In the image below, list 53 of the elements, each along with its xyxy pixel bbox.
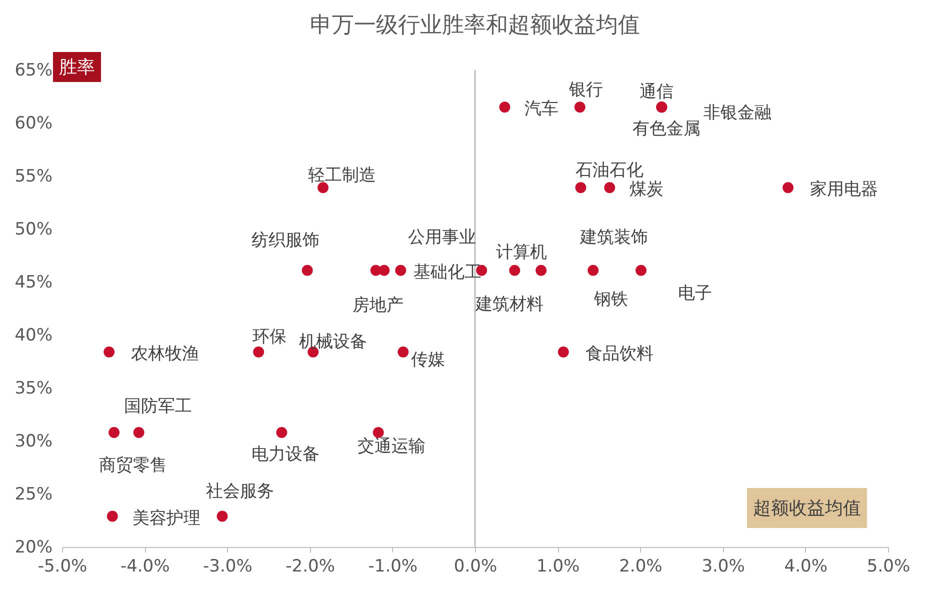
annotation: 银行 [568, 80, 603, 100]
annotation: 钢铁 [593, 289, 628, 310]
annotation: 商贸零售 [99, 456, 168, 476]
x-tick-label: -5.0% [38, 556, 88, 576]
annotation: 房地产 [352, 295, 404, 316]
annotation: 轻工制造 [308, 166, 376, 186]
annotation: 机械设备 [299, 332, 368, 352]
annotation: 建筑装饰 [579, 227, 648, 248]
y-tick-label: 20% [14, 538, 52, 558]
annotation: 电子 [678, 283, 712, 304]
y-tick-label: 50% [14, 220, 52, 240]
y-tick-label: 30% [14, 432, 52, 452]
x-tick-label: 1.0% [536, 556, 580, 576]
annotation: 国防军工 [124, 396, 192, 417]
chart-title: 申万一级行业胜率和超额收益均值 [310, 13, 640, 38]
y-tick-label: 25% [14, 484, 52, 504]
x-axis-title: 超额收益均值 [747, 488, 867, 528]
annotation: 通信 [640, 82, 674, 102]
annotation: 基础化工 [414, 262, 482, 282]
annotation: 石油石化 [576, 160, 644, 181]
annotation: 煤炭 [630, 180, 664, 200]
x-tick-label: 4.0% [784, 556, 828, 576]
y-tick-label: 65% [14, 60, 52, 80]
annotation: 有色金属 [632, 119, 701, 140]
x-tick-label: 5.0% [866, 556, 910, 576]
annotation: 汽车 [524, 99, 559, 120]
x-tick-label: -2.0% [286, 556, 335, 576]
annotation: 农林牧渔 [131, 344, 200, 364]
y-tick-label: 45% [14, 272, 52, 292]
y-tick-label: 40% [14, 326, 52, 346]
x-tick-label: 2.0% [619, 556, 662, 576]
x-tick-label: 0.0% [454, 556, 498, 576]
annotation: 纺织服饰 [251, 230, 320, 250]
x-tick-label: 3.0% [702, 556, 745, 576]
y-tick-label: 55% [14, 166, 52, 186]
x-tick-label: -4.0% [120, 556, 170, 576]
x-tick-label: -1.0% [368, 556, 418, 576]
annotation: 计算机 [496, 242, 548, 262]
annotation: 食品饮料 [585, 344, 654, 364]
annotation: 公用事业 [408, 227, 476, 248]
annotation: 社会服务 [206, 481, 274, 502]
x-tick-label: -3.0% [203, 556, 252, 576]
y-axis-title: 胜率 [53, 52, 101, 82]
annotation: 家用电器 [810, 180, 878, 200]
annotation: 交通运输 [357, 436, 426, 457]
annotation: 电力设备 [252, 444, 320, 465]
annotation: 环保 [252, 326, 287, 347]
y-tick-label: 35% [14, 378, 52, 398]
annotation: 非银金融 [704, 103, 772, 124]
annotation: 美容护理 [132, 508, 200, 528]
annotation: 传媒 [411, 350, 446, 370]
annotation: 建筑材料 [474, 294, 544, 314]
y-tick-label: 60% [14, 114, 52, 134]
